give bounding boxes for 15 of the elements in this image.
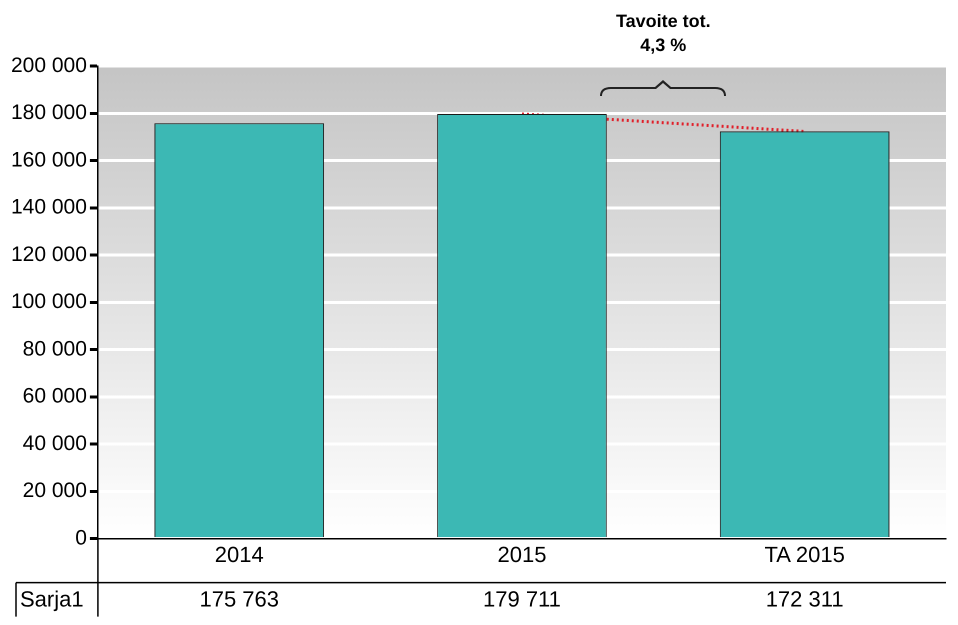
y-tick-label: 100 000 <box>10 290 87 314</box>
y-tick-label: 200 000 <box>10 54 87 77</box>
x-tick-label: 2015 <box>497 542 546 567</box>
x-tick-label: TA 2015 <box>764 542 845 567</box>
y-tick-label: 20 000 <box>22 479 87 502</box>
y-tick-label: 0 <box>75 526 87 550</box>
x-tick-label: 2014 <box>214 542 264 567</box>
y-tick-label: 160 000 <box>10 148 87 172</box>
y-tick-label: 60 000 <box>22 384 87 408</box>
y-tick-label: 180 000 <box>10 101 87 124</box>
y-tick-label: 120 000 <box>10 242 87 266</box>
y-tick-label: 140 000 <box>10 196 87 219</box>
y-tick-label: 40 000 <box>22 432 87 455</box>
y-tick-label: 80 000 <box>22 337 87 360</box>
text: Tavoite tot. 4,3 % <box>616 10 711 55</box>
